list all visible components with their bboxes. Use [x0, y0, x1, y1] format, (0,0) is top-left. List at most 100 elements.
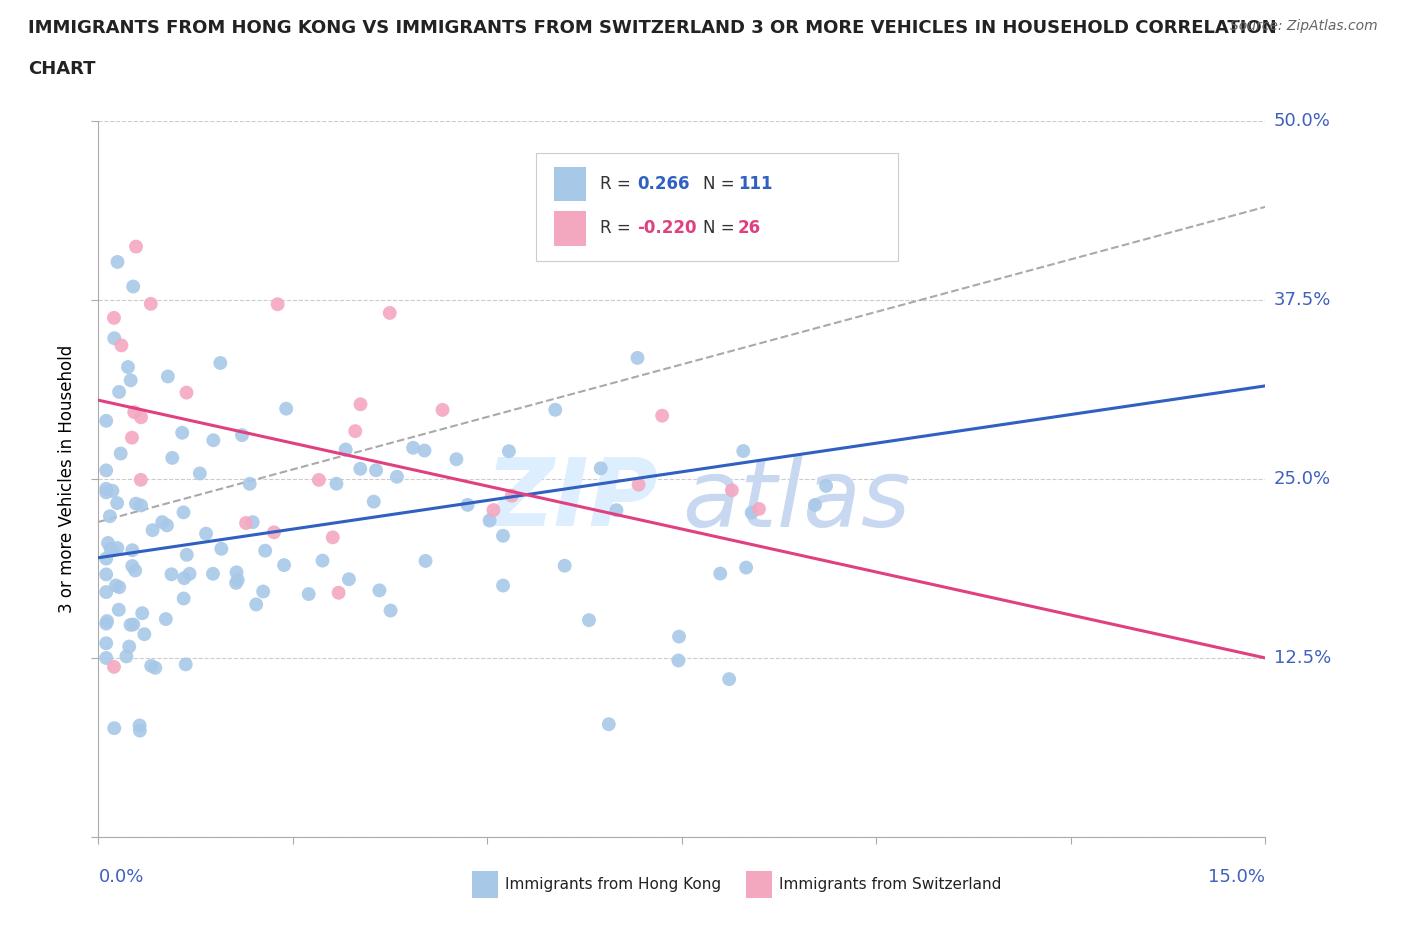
FancyBboxPatch shape [554, 166, 586, 201]
Point [96, 585, 118, 600]
Point [245, 597, 267, 612]
Point [804, 498, 827, 512]
Point [110, 446, 132, 461]
Point [501, 488, 523, 503]
Point [122, 279, 145, 294]
Point [122, 405, 145, 419]
Text: N =: N = [703, 175, 740, 193]
Point [174, 657, 197, 671]
Point [121, 543, 143, 558]
Point [131, 605, 153, 620]
Point [172, 505, 194, 520]
Point [239, 476, 262, 491]
Point [121, 559, 143, 574]
Point [273, 558, 295, 573]
Text: Immigrants from Switzerland: Immigrants from Switzerland [779, 877, 1001, 892]
Point [498, 444, 520, 458]
Point [482, 503, 505, 518]
Text: R =: R = [600, 175, 637, 193]
Point [129, 472, 152, 487]
Point [363, 494, 385, 509]
Point [96, 567, 118, 582]
Text: ZIP: ZIP [485, 455, 658, 547]
Point [107, 603, 129, 618]
Text: 111: 111 [738, 175, 772, 193]
Point [378, 306, 401, 321]
Point [709, 566, 731, 581]
Point [322, 530, 344, 545]
Point [721, 483, 744, 498]
Point [668, 630, 690, 644]
Point [651, 408, 673, 423]
Point [125, 497, 148, 512]
Point [120, 618, 142, 632]
Point [589, 461, 612, 476]
Point [103, 721, 125, 736]
Point [252, 584, 274, 599]
Point [335, 442, 357, 457]
Point [150, 514, 173, 529]
Point [225, 565, 247, 579]
Text: atlas: atlas [682, 455, 910, 546]
Text: Immigrants from Hong Kong: Immigrants from Hong Kong [505, 877, 721, 892]
Point [231, 428, 253, 443]
Point [155, 612, 177, 627]
FancyBboxPatch shape [747, 870, 772, 897]
Point [815, 478, 838, 493]
Point [298, 587, 321, 602]
Point [107, 255, 129, 270]
Point [156, 518, 179, 533]
Point [478, 513, 501, 528]
Point [544, 403, 567, 418]
Point [117, 360, 139, 375]
Point [349, 397, 371, 412]
Point [105, 496, 128, 511]
Point [128, 718, 150, 733]
Point [364, 463, 387, 478]
Point [325, 476, 347, 491]
Text: 50.0%: 50.0% [1274, 112, 1330, 130]
Point [156, 369, 179, 384]
Point [626, 351, 648, 365]
Point [96, 551, 118, 566]
Point [344, 424, 367, 439]
Point [103, 331, 125, 346]
Point [254, 543, 277, 558]
Point [103, 311, 125, 325]
Point [349, 461, 371, 476]
Point [226, 573, 249, 588]
Point [195, 526, 218, 541]
Point [160, 567, 183, 582]
Point [402, 441, 425, 456]
Text: 15.0%: 15.0% [1208, 868, 1265, 885]
Point [748, 501, 770, 516]
Point [173, 571, 195, 586]
Point [139, 297, 162, 312]
Point [668, 653, 690, 668]
Point [578, 613, 600, 628]
Point [172, 425, 194, 440]
Point [108, 579, 131, 594]
FancyBboxPatch shape [554, 211, 586, 246]
Point [733, 444, 755, 458]
Point [96, 413, 118, 428]
Point [125, 239, 148, 254]
Text: -0.220: -0.220 [637, 219, 697, 237]
Point [605, 503, 627, 518]
Point [308, 472, 330, 487]
Point [380, 604, 402, 618]
Point [718, 671, 741, 686]
Point [118, 639, 141, 654]
Point [235, 515, 257, 530]
Point [328, 585, 350, 600]
Point [96, 482, 118, 497]
FancyBboxPatch shape [536, 153, 898, 260]
Text: Source: ZipAtlas.com: Source: ZipAtlas.com [1230, 19, 1378, 33]
Point [209, 355, 232, 370]
Text: 37.5%: 37.5% [1274, 291, 1331, 309]
Point [188, 466, 211, 481]
Text: 26: 26 [738, 219, 761, 237]
Text: CHART: CHART [28, 60, 96, 78]
Point [385, 470, 408, 485]
Point [115, 649, 138, 664]
